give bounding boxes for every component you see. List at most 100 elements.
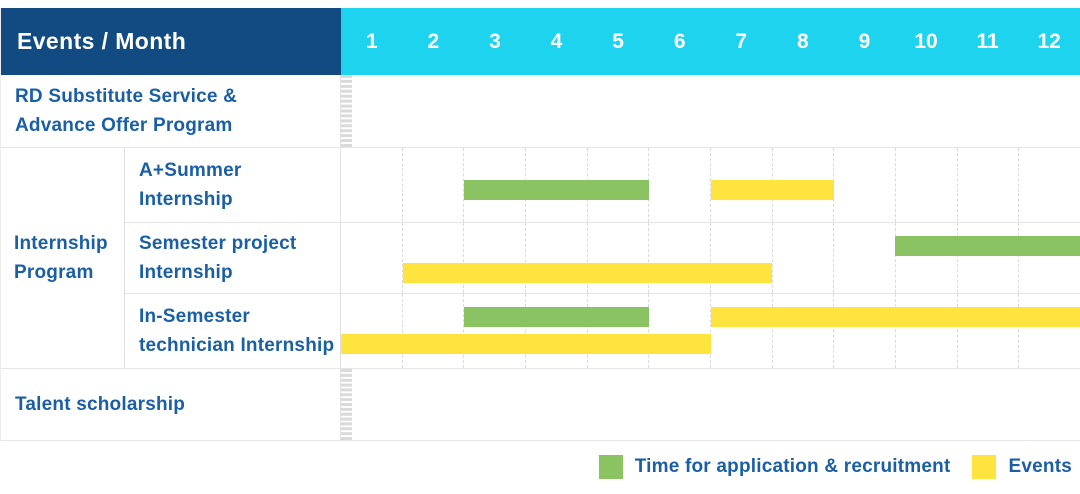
month-cell <box>464 223 527 293</box>
label-line: A+Summer <box>139 160 242 181</box>
month-cell <box>958 294 1020 368</box>
month-cell <box>526 294 588 368</box>
month-cell <box>346 369 347 440</box>
month-cell <box>773 148 835 222</box>
schedule-row: Talent scholarship <box>1 369 352 440</box>
row-label-cell: A+Summer Internship <box>125 148 341 222</box>
event-bar <box>710 180 834 200</box>
month-cell <box>1019 223 1080 293</box>
legend-item-green: Time for application & recruitment <box>598 455 951 479</box>
label-line: Program <box>14 262 94 283</box>
month-cell <box>834 294 897 368</box>
legend-label: Events <box>1008 456 1072 477</box>
row-label-cell: In-Semester technician Internship <box>125 294 341 368</box>
month-cell <box>773 223 835 293</box>
month-cell <box>343 75 344 147</box>
legend: Time for application & recruitment Events <box>0 440 1080 494</box>
month-cell <box>351 75 352 147</box>
label-line: In-Semester <box>139 306 250 327</box>
month-cell <box>403 294 465 368</box>
event-bar <box>341 334 711 354</box>
month-cell <box>526 223 588 293</box>
application-bar <box>464 180 649 200</box>
month-cell <box>958 148 1020 222</box>
label-line: Talent scholarship <box>15 394 186 415</box>
month-cell <box>345 75 346 147</box>
month-cell <box>347 75 348 147</box>
month-cell <box>343 369 344 440</box>
month-cell <box>344 75 345 147</box>
month-cell <box>711 294 773 368</box>
month-cell <box>349 369 350 440</box>
month-cell <box>349 75 350 147</box>
chart-body: RD Substitute Service & Advance Offer Pro… <box>1 75 1080 441</box>
month-cell <box>346 75 347 147</box>
label-line: Internship <box>139 262 233 283</box>
month-cell <box>341 75 342 147</box>
month-label: 6 <box>673 29 686 53</box>
month-label: 2 <box>427 29 440 53</box>
application-bar <box>464 307 649 327</box>
row-label-cell: RD Substitute Service & Advance Offer Pro… <box>1 75 341 147</box>
month-label: 8 <box>796 29 809 53</box>
month-cell <box>341 223 403 293</box>
row-timeline <box>341 294 1080 368</box>
month-cell <box>344 369 345 440</box>
month-cell <box>348 369 349 440</box>
month-cell <box>649 294 712 368</box>
month-label: 4 <box>550 29 563 53</box>
month-label: 11 <box>976 29 999 53</box>
month-cell <box>834 223 897 293</box>
month-cell <box>588 223 650 293</box>
month-label: 12 <box>1037 29 1061 53</box>
label-line: Semester project <box>139 233 297 254</box>
month-label: 3 <box>489 29 501 53</box>
month-cell <box>588 294 650 368</box>
month-label: 9 <box>858 29 871 53</box>
month-cell <box>896 294 958 368</box>
label-line: RD Substitute Service & <box>15 86 238 107</box>
events-month-header-cell: Events / Month <box>1 8 341 75</box>
event-bar <box>402 263 773 283</box>
month-cell <box>350 369 351 440</box>
month-cell <box>958 223 1020 293</box>
row-label-cell: Semester project Internship <box>125 223 341 293</box>
row-label-cell: Talent scholarship <box>1 369 341 440</box>
month-label: 5 <box>612 29 624 53</box>
legend-item-yellow: Events <box>972 455 1072 479</box>
row-timeline <box>341 148 1080 222</box>
schedule-row: A+Summer Internship <box>125 148 1080 223</box>
month-cell <box>464 294 527 368</box>
group-label-cell: Internship Program <box>1 148 125 368</box>
label-line: Internship <box>14 233 108 254</box>
month-cell <box>649 223 712 293</box>
label-line: Advance Offer Program <box>15 115 233 136</box>
month-label: 7 <box>735 29 748 53</box>
legend-label: Time for application & recruitment <box>634 456 951 477</box>
month-cell <box>896 148 958 222</box>
month-cell <box>1019 148 1080 222</box>
schedule-table: Events / Month 1 2 3 4 5 6 7 8 9 10 11 12 RD Substi… <box>0 8 1080 441</box>
month-cell <box>403 223 465 293</box>
month-label: 1 <box>365 29 378 53</box>
group-section: Internship Program A+Summer Internship Semes… <box>1 148 1080 369</box>
row-section: RD Substitute Service & Advance Offer Pro… <box>1 75 1080 148</box>
month-grid <box>341 294 1080 368</box>
month-label: 10 <box>914 29 938 53</box>
month-grid <box>341 223 1080 293</box>
legend-green-swatch <box>598 455 623 479</box>
label-line: technician Internship <box>139 335 335 356</box>
month-cell <box>403 148 465 222</box>
application-bar <box>895 236 1080 256</box>
month-cell <box>773 294 835 368</box>
event-bar <box>710 307 1080 327</box>
schedule-row: In-Semester technician Internship <box>125 294 1080 368</box>
months-header: 1 2 3 4 5 6 7 8 9 10 11 12 <box>341 8 1080 75</box>
label-line: Internship <box>139 189 233 210</box>
row-section: Talent scholarship <box>1 369 1080 441</box>
schedule-row: RD Substitute Service & Advance Offer Pro… <box>1 75 352 147</box>
month-cell <box>341 369 342 440</box>
month-cell <box>347 369 348 440</box>
month-cell <box>834 148 897 222</box>
